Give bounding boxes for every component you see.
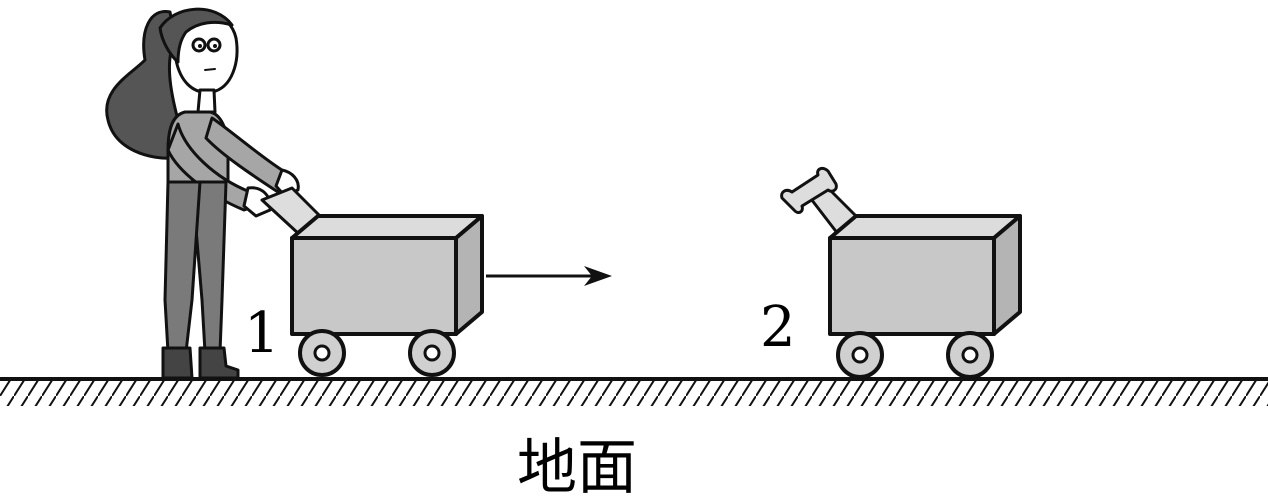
girl-hair [105, 10, 180, 160]
cart-2-body [828, 236, 996, 336]
girl-leg-front [163, 180, 202, 354]
girl-neck [196, 88, 217, 114]
ground-label: 地面 [517, 433, 637, 502]
velocity-arrow [486, 266, 612, 286]
girl-boot-left [161, 346, 194, 380]
cart-2 [780, 166, 1022, 379]
cart-2-side [992, 214, 1022, 336]
girl-boot-right [198, 346, 240, 380]
cart-2-grip [780, 166, 838, 215]
girl-fringe [158, 7, 234, 64]
cart-1-side [454, 214, 484, 336]
cart-1-top [290, 214, 484, 240]
cart-1-label: 1 [244, 301, 280, 366]
cart-1 [260, 186, 484, 377]
cart-2-wheel-right [946, 331, 994, 379]
cart-1-body [290, 236, 458, 336]
cart-2-wheel-left [836, 331, 884, 379]
ground [0, 377, 1268, 406]
cart-2-top [828, 214, 1022, 240]
girl-figure [105, 7, 300, 380]
ground-hatching [0, 380, 1268, 406]
cart-1-wheel-right [408, 329, 456, 377]
cart-2-label: 2 [760, 295, 796, 360]
cart-1-wheel-left [298, 329, 346, 377]
